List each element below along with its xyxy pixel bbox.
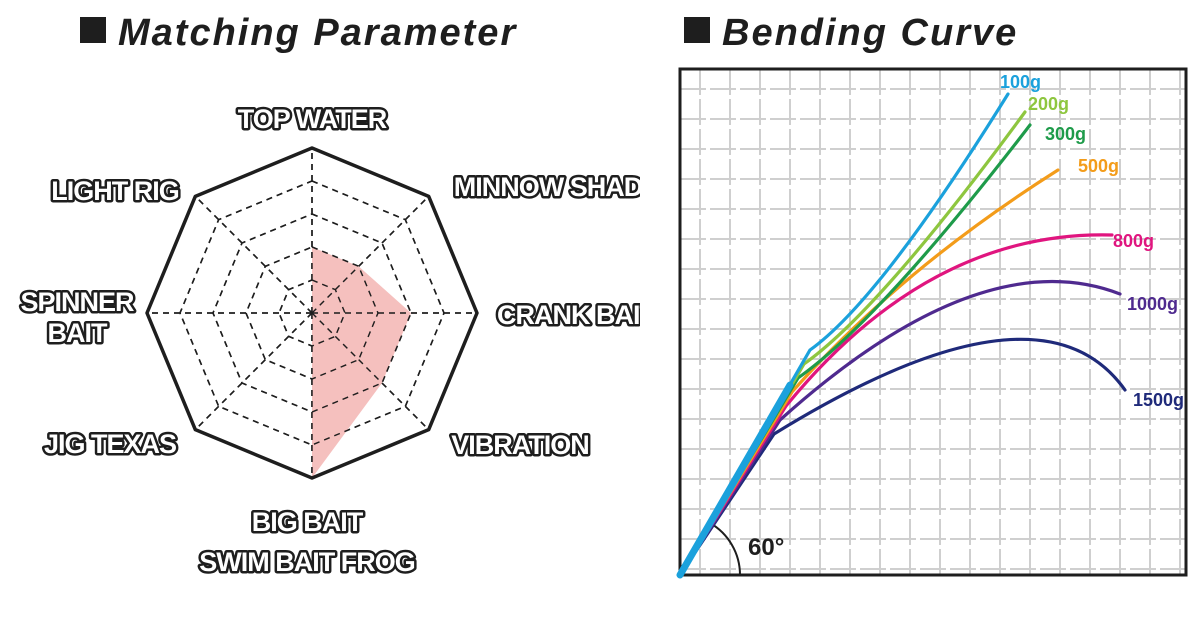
radar-spoke-overlay (194, 195, 313, 314)
bend-curve-1500g (678, 337, 1127, 577)
radar-spoke-overlay (311, 312, 430, 431)
radar-chart: TOP WATER MINNOW SHAD CRANK BAIT VIBRATION B… (18, 102, 640, 580)
bend-curve-500g (678, 168, 1060, 577)
bending-curve-title-text: Bending Curve (722, 12, 1019, 54)
bend-curve-label-500g: 500g (1078, 156, 1119, 176)
radar-axis-label: MINNOW SHAD (454, 172, 640, 202)
angle-label: 60° (748, 534, 784, 561)
rod-butt (676, 381, 794, 579)
matching-parameter-title-text: Matching Parameter (118, 12, 518, 54)
bend-curve-label-300g: 300g (1045, 124, 1086, 144)
radar-axis-label: VIBRATION (451, 430, 589, 460)
radar-grid-ring-overlay (179, 180, 445, 446)
radar-spoke-overlay (194, 312, 313, 431)
radar-axis-label: BIG BAIT SWIM BAIT FROG (199, 507, 414, 577)
matching-parameter-title: Matching Parameter (80, 12, 517, 55)
radar-axis-label: SPINNER BAIT (20, 287, 134, 348)
bending-curve-title: Bending Curve (684, 12, 1018, 55)
bend-curve-label-1500g: 1500g (1133, 390, 1184, 410)
radar-spoke-overlay (311, 195, 430, 314)
bend-curve-label-200g: 200g (1028, 94, 1069, 114)
bend-curve-label-100g: 100g (1000, 72, 1041, 92)
bend-curve-100g (678, 92, 1010, 577)
bend-curve-300g (678, 123, 1032, 577)
radar-axis-label: JIG TEXAS (44, 429, 176, 459)
bending-frame (678, 67, 1188, 577)
radar-outline (145, 146, 479, 480)
radar-axis-label: LIGHT RIG (51, 176, 179, 206)
bend-curve-1000g (678, 279, 1122, 577)
radar-axis-label: CRANK BAIT (497, 300, 640, 330)
bend-curve-label-800g: 800g (1113, 231, 1154, 251)
bend-curve-800g (678, 233, 1114, 577)
angle-arc (709, 522, 742, 576)
radar-axis-label: TOP WATER (238, 104, 387, 134)
radar-grid-ring-overlay (212, 213, 412, 413)
square-bullet-icon (684, 17, 710, 43)
bend-curve-label-1000g: 1000g (1127, 294, 1178, 314)
bend-curve-200g (678, 110, 1027, 577)
square-bullet-icon (80, 17, 106, 43)
